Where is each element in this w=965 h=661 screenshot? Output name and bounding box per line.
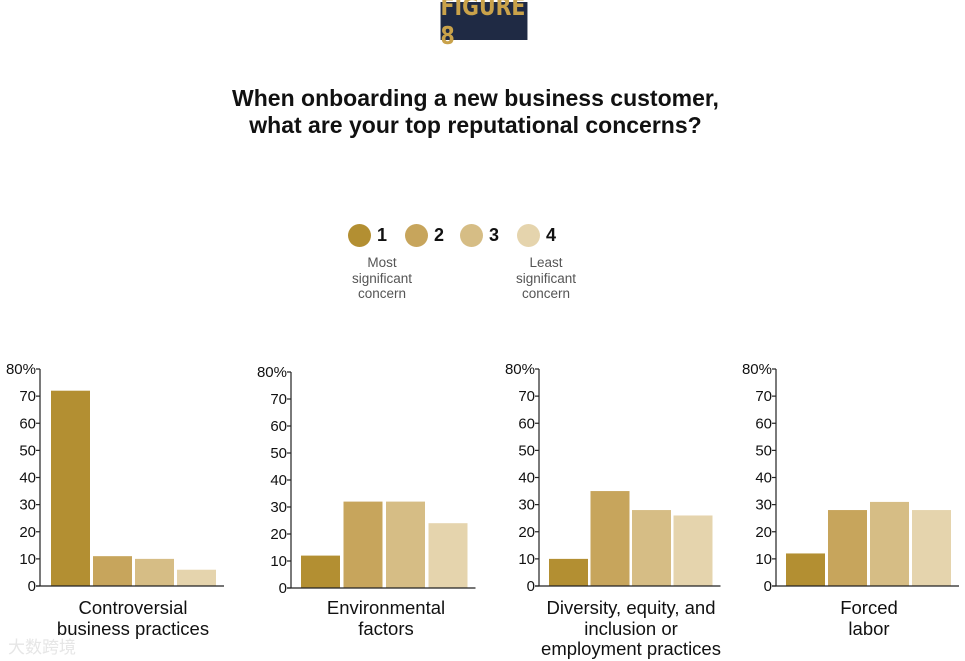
category-label-environmental: Environmental factors [286, 597, 486, 639]
y-tick-label: 20 [270, 526, 287, 543]
category-line: Controversial [78, 597, 188, 618]
legend-note-most: Most significant concern [337, 255, 427, 302]
bar-3-3 [632, 510, 671, 586]
category-line: inclusion or [584, 617, 678, 639]
y-tick-label: 60 [755, 415, 772, 432]
bar-3-4 [673, 515, 713, 586]
y-tick-label: 30 [19, 497, 36, 514]
y-tick-label: 10 [19, 551, 36, 568]
y-tick-label: 80% [505, 361, 535, 378]
category-label-diversity: Diversity, equity, and inclusion or empl… [520, 597, 742, 660]
watermark: 大数跨境 [8, 638, 76, 657]
bar-4-2 [828, 510, 867, 586]
category-line: business practices [56, 617, 210, 639]
bar-2-3 [386, 501, 425, 588]
y-tick-label: 40 [518, 470, 535, 487]
legend-label: 1 [377, 224, 388, 245]
y-tick-label: 80% [742, 361, 772, 378]
y-tick-label: 10 [518, 551, 535, 568]
y-tick-label: 80% [6, 361, 36, 378]
y-tick-label: 30 [270, 499, 287, 516]
legend-swatch [405, 223, 428, 247]
category-line: labor [848, 617, 890, 639]
title-line: When onboarding a new business customer, [232, 85, 719, 111]
legend-label: 3 [489, 224, 500, 245]
note-line: concern [521, 286, 571, 301]
y-tick-label: 60 [19, 415, 36, 432]
y-tick-label: 50 [518, 442, 535, 459]
bar-1-2 [93, 556, 132, 586]
y-tick-label: 40 [755, 470, 772, 487]
y-tick-label: 70 [270, 391, 287, 408]
bar-1-1 [51, 390, 90, 586]
bar-2-1 [301, 555, 340, 588]
legend-item-1: 1 [348, 223, 387, 247]
y-tick-label: 10 [270, 553, 287, 570]
category-line: Environmental [326, 597, 446, 618]
legend-note-least: Least significant concern [501, 255, 591, 302]
category-line: employment practices [541, 638, 721, 659]
y-tick-label: 0 [279, 580, 287, 597]
note-line: concern [357, 286, 407, 301]
bar-3-2 [590, 491, 630, 586]
note-line: significant [351, 270, 413, 286]
legend-swatch [460, 223, 483, 247]
y-tick-label: 0 [28, 578, 36, 595]
note-line: Least [529, 255, 563, 270]
y-tick-label: 80% [257, 364, 287, 381]
title-line: what are your top reputational concerns? [249, 112, 702, 138]
y-tick-label: 50 [755, 442, 772, 459]
y-tick-label: 0 [764, 578, 772, 595]
y-tick-label: 40 [270, 472, 287, 489]
bar-4-4 [912, 510, 951, 586]
category-line: Forced [840, 597, 898, 618]
category-line: factors [358, 617, 414, 639]
note-line: significant [515, 270, 577, 286]
category-label-controversial: Controversial business practices [33, 597, 233, 639]
y-tick-label: 70 [518, 388, 535, 405]
bar-4-3 [870, 501, 909, 586]
y-tick-label: 60 [270, 418, 287, 435]
y-tick-label: 50 [270, 445, 287, 462]
bar-2-4 [428, 523, 468, 588]
legend-item-4: 4 [517, 223, 556, 247]
legend-swatch [348, 223, 371, 247]
y-tick-label: 0 [527, 578, 535, 595]
y-tick-label: 30 [755, 497, 772, 514]
category-label-forced-labor: Forced labor [779, 597, 959, 639]
bar-4-1 [786, 553, 825, 586]
chart-title: When onboarding a new business customer,… [0, 85, 951, 139]
category-line: Diversity, equity, and [546, 597, 716, 618]
legend-label: 2 [434, 224, 445, 245]
y-tick-label: 20 [518, 524, 535, 541]
figure-label: FIGURE 8 [440, 0, 528, 50]
legend-label: 4 [546, 224, 557, 245]
y-tick-label: 50 [19, 442, 36, 459]
y-tick-label: 20 [19, 524, 36, 541]
y-tick-label: 30 [518, 497, 535, 514]
bar-3-1 [549, 558, 588, 586]
y-tick-label: 70 [19, 388, 36, 405]
y-tick-label: 20 [755, 524, 772, 541]
y-tick-label: 10 [755, 551, 772, 568]
note-line: Most [367, 255, 397, 270]
bar-1-4 [177, 569, 216, 586]
y-tick-label: 70 [755, 388, 772, 405]
y-tick-label: 60 [518, 415, 535, 432]
legend-item-2: 2 [405, 223, 444, 247]
legend-swatch [517, 223, 540, 247]
bar-1-3 [135, 558, 174, 586]
bar-2-2 [343, 501, 383, 588]
legend-item-3: 3 [460, 223, 499, 247]
y-tick-label: 40 [19, 470, 36, 487]
